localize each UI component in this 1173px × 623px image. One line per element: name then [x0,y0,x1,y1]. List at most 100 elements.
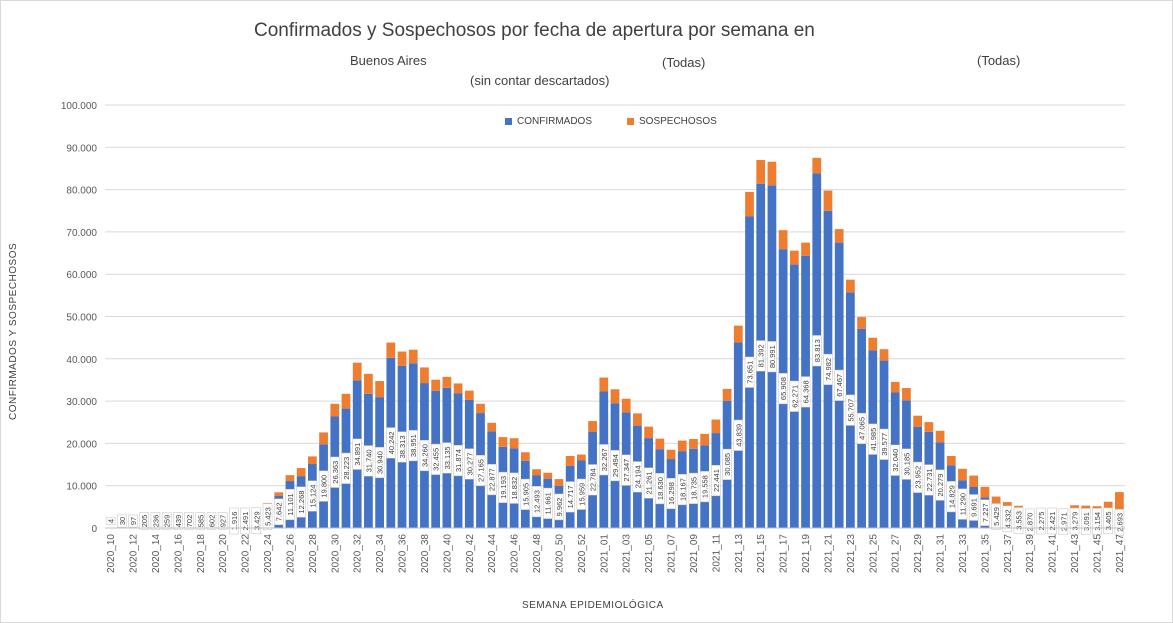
data-label-box [285,488,295,521]
bar-sospechosos [958,468,967,481]
bar-sospechosos [778,230,788,250]
x-tick-label: 2020_18 [196,534,207,573]
data-label: 702 [184,512,194,530]
data-label: 3.429 [251,507,261,534]
x-tick-label: 2020_26 [285,534,296,573]
bar-sospechosos [274,492,284,496]
data-label: 16.298 [666,477,676,510]
x-tick-label: 2020_14 [151,534,162,573]
data-label-text: 32.040 [891,449,900,472]
data-label-box [968,494,979,521]
legend-sospechosos: SOSPECHOSOS [627,116,717,127]
data-label-box [845,394,856,426]
data-label-text: 7.227 [981,503,990,522]
filter-value-1: (Todas) [662,55,706,70]
data-label-box [834,369,844,401]
data-label: 38.313 [397,431,407,463]
x-tick-label: 2021_25 [868,534,879,573]
data-label: 3.553 [1013,507,1024,534]
data-label-text: 3.091 [1082,512,1091,531]
data-label-text: 97 [129,517,138,525]
bar-sospechosos [364,373,373,394]
data-label-box [464,448,475,480]
data-label-box [262,503,273,530]
bar-sospechosos [442,376,452,388]
data-label: 18.167 [677,474,687,506]
data-label-text: 14.717 [566,485,575,508]
data-label-text: 22.877 [488,468,497,491]
bar-sospechosos [969,475,979,488]
data-label-text: 3.154 [1093,512,1102,531]
data-label: 439 [173,512,183,530]
x-tick-label: 2021_03 [622,534,633,573]
data-label-box [587,464,598,496]
bar-sospechosos [330,403,340,417]
bar-sospechosos [285,475,295,482]
data-label-box [509,472,519,504]
data-label-text: 81.392 [757,344,766,367]
data-label-box [823,353,833,385]
data-label-box [755,340,766,372]
data-label-box [307,480,318,512]
data-label-box [173,512,183,530]
data-label: 2.275 [1036,507,1046,535]
data-label-text: 11.661 [544,492,553,514]
x-tick-label: 2020_46 [510,534,521,573]
data-label-box [767,341,777,373]
data-label: 18.630 [655,473,665,505]
bar-sospechosos [375,381,384,398]
x-tick-label: 2020_50 [554,534,565,573]
x-tick-label: 2021_33 [958,534,969,573]
data-label-text: 43.839 [734,424,743,447]
data-label-box [397,431,407,463]
data-label: 43.839 [733,419,743,451]
data-label: 67.467 [834,369,844,401]
x-tick-label: 2021_19 [801,534,812,573]
x-tick-label: 2021_07 [667,534,678,573]
bar-sospechosos [913,415,923,427]
data-label: 81.392 [755,340,766,372]
data-label-box [542,487,553,519]
legend-label-sospechosos: SOSPECHOSOS [639,116,717,127]
data-label: 62.271 [789,380,799,412]
x-tick-label: 2020_42 [465,534,476,573]
data-label: 30 [117,514,127,528]
data-label-text: 65.908 [779,377,788,400]
data-label: 12.268 [296,486,306,518]
data-label-text: 19.193 [499,476,508,499]
data-label: 11.661 [542,487,553,519]
y-tick-label: 20.000 [66,439,97,450]
data-label-box [430,443,441,475]
bar-sospechosos [565,456,575,466]
data-label-text: 62.271 [790,385,799,408]
x-tick-label: 2021_45 [1092,534,1103,573]
data-label-box [352,438,362,470]
data-label: 38.951 [408,430,418,462]
data-label-box [105,516,116,526]
data-label-text: 14.829 [947,485,956,508]
bar-sospechosos [980,486,990,498]
data-label-text: 3.553 [1015,511,1024,530]
data-label-text: 27.165 [476,459,485,482]
data-label: 15.124 [307,480,318,512]
data-label: 236 [150,512,160,530]
data-label: 7.642 [273,498,284,526]
data-label-text: 40.242 [387,431,396,454]
data-label-text: 23.952 [914,466,923,489]
data-label-box [531,486,542,518]
data-label-text: 30.085 [723,453,732,476]
data-label-box [520,478,531,510]
bar-sospechosos [599,377,609,392]
data-label-text: 9.962 [555,498,564,517]
x-tick-label: 2021_23 [846,534,857,573]
data-label-text: 3.279 [1071,512,1080,531]
data-label-text: 7.642 [275,502,284,521]
bar-sospechosos [464,390,474,400]
bar-sospechosos [633,413,642,426]
data-label-text: 4.332 [1003,509,1012,528]
data-label: 22.877 [486,464,497,496]
data-label-text: 3.405 [1104,511,1113,530]
bar-sospechosos [655,438,665,450]
data-label: 73.651 [744,356,755,388]
data-label-text: 29.494 [611,454,620,477]
